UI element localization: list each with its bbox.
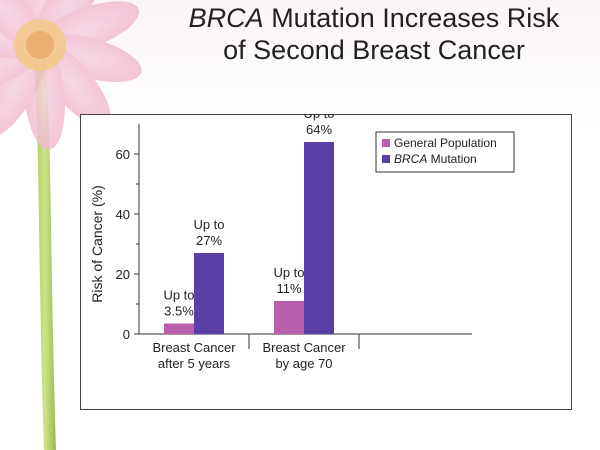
- data-label-line: 27%: [196, 233, 222, 248]
- bar-brca-mutation: [194, 253, 224, 334]
- y-tick-label: 60: [116, 147, 130, 162]
- legend-swatch: [382, 139, 390, 147]
- x-tick-label: Breast Cancer by age 70: [262, 340, 346, 371]
- y-tick-label: 40: [116, 207, 130, 222]
- x-tick-label-line: by age 70: [275, 356, 332, 371]
- data-label-line: 64%: [306, 122, 332, 137]
- legend-entry: General Population: [394, 136, 497, 150]
- bar-brca-mutation: [304, 142, 334, 334]
- data-label: Up to64%: [303, 114, 334, 137]
- data-label-line: Up to: [273, 265, 304, 280]
- slide-title: BRCA Mutation Increases Risk of Second B…: [150, 2, 598, 66]
- y-axis-label: Risk of Cancer (%): [89, 185, 105, 302]
- title-line-2: of Second Breast Cancer: [223, 35, 525, 65]
- data-label-line: 3.5%: [164, 304, 194, 319]
- data-label-line: 11%: [276, 281, 301, 296]
- flower-illustration: [0, 0, 142, 450]
- data-label: Up to 27%: [193, 217, 224, 248]
- legend-box: [375, 131, 515, 173]
- x-tick-label-line: Breast Cancer: [152, 340, 236, 355]
- y-tick-label: 0: [123, 327, 130, 342]
- legend-entry-rest: Mutation: [427, 152, 476, 166]
- y-tick-label: 20: [116, 267, 130, 282]
- data-label-line: Up to: [163, 288, 194, 303]
- data-label-line: Up to: [303, 114, 334, 121]
- legend-swatch: [382, 155, 390, 163]
- title-line-1-rest: Mutation Increases Risk: [263, 3, 560, 33]
- bar-general-population: [164, 323, 194, 334]
- title-brca-italic: BRCA: [188, 3, 264, 33]
- chart-legend: General Population BRCA Mutation: [375, 131, 515, 173]
- data-label: Up to 11%: [273, 265, 304, 296]
- bar-general-population: [274, 301, 304, 334]
- data-label: Up to 3.5%: [163, 288, 194, 319]
- data-label-line: Up to: [193, 217, 224, 232]
- x-tick-label: Breast Cancer after 5 years: [152, 340, 236, 371]
- x-tick-label-line: after 5 years: [158, 356, 231, 371]
- legend-entry: BRCA Mutation: [394, 152, 477, 166]
- legend-entry-italic: BRCA: [394, 152, 427, 166]
- x-tick-label-line: Breast Cancer: [262, 340, 346, 355]
- title-line-1: BRCA Mutation Increases Risk: [150, 2, 598, 34]
